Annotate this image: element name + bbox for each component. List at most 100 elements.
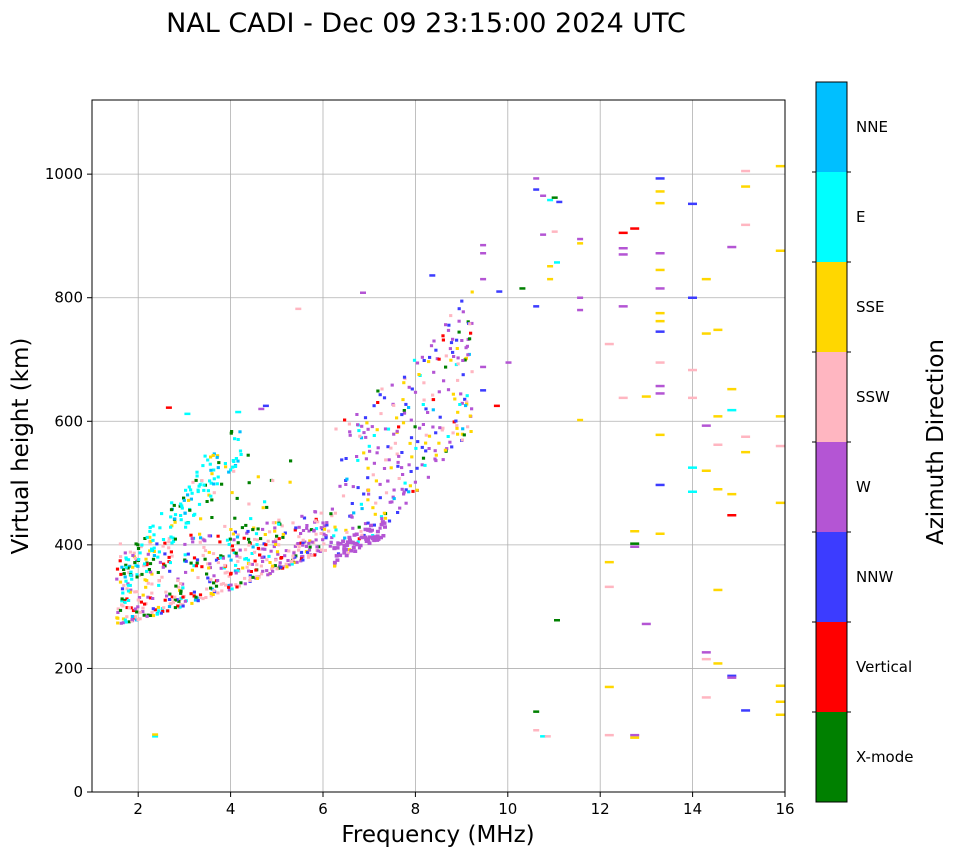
echo-mark <box>163 552 167 556</box>
echo-mark <box>148 596 153 600</box>
echo-mark <box>351 545 356 550</box>
echo-mark <box>655 252 665 255</box>
echo-mark <box>162 562 166 566</box>
echo-mark <box>304 545 308 548</box>
echo-mark <box>655 201 665 205</box>
echo-mark <box>441 338 445 342</box>
echo-mark <box>227 554 231 558</box>
colorbar-segment <box>816 532 847 622</box>
echo-mark <box>630 545 640 548</box>
echo-mark <box>123 575 127 579</box>
echo-mark <box>275 534 279 538</box>
echo-mark <box>442 379 446 383</box>
echo-mark <box>468 337 472 341</box>
echo-mark <box>216 466 220 470</box>
echo-mark <box>449 358 453 362</box>
echo-mark <box>205 572 209 576</box>
echo-mark <box>269 549 273 553</box>
echo-mark <box>236 533 240 537</box>
echo-mark <box>184 559 188 563</box>
echo-mark <box>212 589 216 593</box>
echo-mark <box>438 426 442 430</box>
echo-mark <box>247 481 251 485</box>
echo-mark <box>454 363 458 367</box>
echo-mark <box>293 555 297 559</box>
echo-mark <box>214 558 219 562</box>
echo-mark <box>362 492 366 496</box>
echo-mark <box>376 401 380 404</box>
echo-mark <box>133 590 137 594</box>
echo-mark <box>211 593 215 596</box>
echo-mark <box>130 577 134 581</box>
echo-mark <box>299 541 303 545</box>
echo-mark <box>173 595 177 599</box>
echo-mark <box>181 586 185 590</box>
echo-mark <box>360 507 364 511</box>
echo-mark <box>382 511 386 515</box>
echo-mark <box>375 529 380 534</box>
echo-mark <box>323 524 327 528</box>
echo-mark <box>533 710 540 713</box>
echo-mark <box>138 617 142 621</box>
echo-mark <box>775 164 785 168</box>
echo-mark <box>143 562 147 566</box>
echo-mark <box>225 570 229 574</box>
echo-mark <box>284 549 288 553</box>
echo-mark <box>540 194 547 197</box>
echo-mark <box>701 332 711 335</box>
echo-mark <box>123 551 127 555</box>
echo-mark <box>250 562 254 566</box>
echo-mark <box>356 423 360 427</box>
echo-mark <box>389 446 393 450</box>
echo-mark <box>466 353 470 357</box>
echo-mark <box>447 323 451 327</box>
echo-mark <box>396 464 400 468</box>
echo-mark <box>314 538 318 542</box>
echo-mark <box>428 355 432 359</box>
echo-mark <box>424 433 428 437</box>
echo-mark <box>343 536 347 540</box>
x-axis-ticks: 2 4 6 8 10 12 14 16 <box>133 792 795 818</box>
colorbar-segment <box>816 622 847 712</box>
echo-mark <box>196 490 200 494</box>
echo-mark <box>152 533 156 537</box>
echo-mark <box>186 521 191 525</box>
echo-mark <box>396 511 400 514</box>
echo-mark <box>231 532 235 536</box>
echo-mark <box>362 533 366 537</box>
echo-mark <box>149 570 153 574</box>
echo-mark <box>169 515 173 519</box>
echo-mark <box>193 512 197 516</box>
echo-mark <box>381 534 386 538</box>
echo-mark <box>577 237 584 241</box>
echo-mark <box>367 444 371 448</box>
echo-mark <box>271 569 275 573</box>
echo-mark <box>148 542 152 546</box>
echo-mark <box>352 542 357 546</box>
echo-mark <box>727 492 737 496</box>
echo-mark <box>137 573 141 577</box>
echo-mark <box>178 605 182 609</box>
echo-mark <box>146 595 150 599</box>
echo-mark <box>212 574 216 578</box>
echo-mark <box>136 605 140 609</box>
x-tick-label: 12 <box>591 800 610 818</box>
echo-mark <box>451 392 455 396</box>
echo-mark <box>392 403 396 407</box>
echo-mark <box>125 606 129 610</box>
echo-mark <box>688 202 697 206</box>
echo-mark <box>136 547 141 550</box>
echo-mark <box>270 567 274 571</box>
echo-mark <box>551 230 558 233</box>
echo-mark <box>148 549 152 553</box>
echo-mark <box>312 553 316 557</box>
echo-mark <box>577 296 584 299</box>
echo-mark <box>170 501 174 505</box>
echo-mark <box>387 458 391 462</box>
echo-mark <box>418 426 422 430</box>
echo-mark <box>268 572 272 575</box>
echo-mark <box>655 311 665 315</box>
echo-mark <box>236 559 240 563</box>
echo-mark <box>242 536 246 540</box>
echo-mark <box>289 459 293 463</box>
